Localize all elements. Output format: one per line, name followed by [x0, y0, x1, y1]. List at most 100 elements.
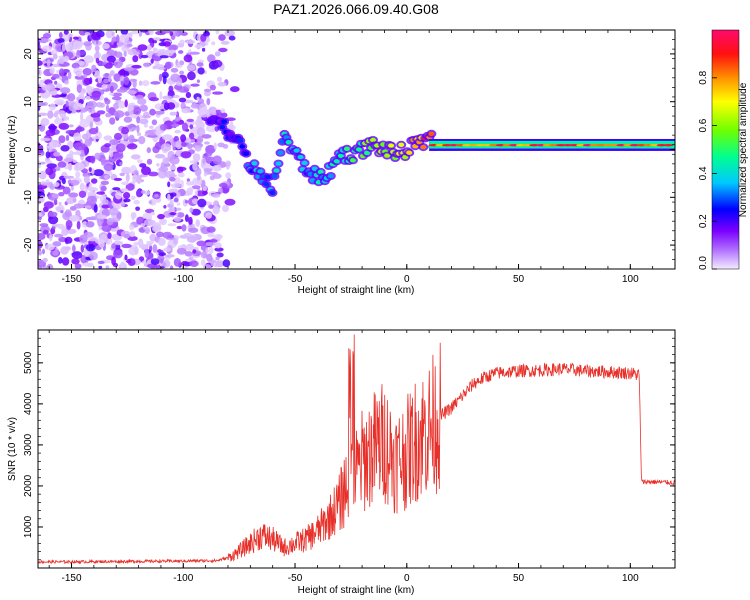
noise-speckle — [97, 220, 102, 226]
noise-speckle — [111, 44, 117, 48]
noise-speckle — [66, 197, 75, 205]
noise-speckle — [54, 233, 64, 238]
y-tick-label: -20 — [23, 237, 34, 252]
noise-speckle — [201, 134, 212, 139]
signal-core — [219, 125, 226, 130]
noise-speckle — [89, 216, 99, 221]
noise-speckle — [57, 161, 67, 168]
noise-speckle — [172, 145, 176, 151]
signal-core — [243, 151, 250, 156]
noise-speckle — [46, 163, 57, 169]
noise-speckle — [167, 193, 171, 202]
noise-speckle — [125, 173, 130, 182]
noise-speckle — [119, 161, 123, 166]
noise-speckle — [192, 249, 197, 254]
noise-speckle — [102, 199, 109, 205]
y-tick-label: 5000 — [23, 351, 34, 374]
noise-speckle — [80, 254, 88, 264]
noise-speckle — [45, 167, 54, 176]
x-tick-label: -100 — [173, 274, 193, 285]
noise-speckle — [111, 243, 117, 249]
noise-speckle — [79, 118, 90, 128]
noise-speckle — [187, 39, 196, 44]
noise-speckle — [48, 234, 53, 242]
noise-speckle — [56, 206, 62, 213]
signal-core — [420, 144, 427, 150]
noise-speckle — [123, 198, 131, 203]
noise-speckle — [109, 139, 119, 146]
x-tick-label: 50 — [513, 573, 525, 584]
noise-speckle — [168, 85, 174, 93]
noise-speckle — [131, 154, 141, 160]
noise-speckle — [191, 185, 201, 190]
noise-speckle — [204, 88, 211, 93]
noise-speckle — [88, 167, 93, 173]
noise-speckle — [148, 30, 154, 35]
noise-speckle — [54, 80, 58, 85]
noise-speckle — [201, 190, 208, 195]
noise-speckle — [190, 83, 200, 87]
noise-speckle — [218, 34, 226, 41]
noise-speckle — [126, 44, 133, 47]
noise-speckle — [170, 67, 179, 73]
noise-speckle — [196, 79, 200, 83]
y-tick-label: 3000 — [23, 433, 34, 456]
noise-speckle — [222, 259, 231, 268]
noise-speckle — [191, 208, 201, 216]
noise-speckle — [176, 247, 187, 255]
snr-x-ticks: -150 -100 -50 0 50 100 — [48, 330, 676, 584]
noise-speckle — [147, 134, 158, 138]
noise-speckle — [163, 41, 171, 47]
noise-speckle — [52, 249, 59, 256]
noise-speckle — [38, 170, 47, 180]
noise-speckle — [175, 116, 181, 122]
noise-speckle — [144, 190, 150, 196]
noise-speckle — [216, 252, 224, 258]
noise-speckle — [100, 180, 110, 185]
noise-speckle — [130, 212, 137, 219]
noise-speckle — [159, 55, 169, 59]
noise-speckle — [68, 124, 74, 128]
noise-speckle — [170, 123, 180, 127]
noise-speckle — [55, 166, 61, 171]
noise-speckle — [177, 172, 185, 178]
noise-speckle — [189, 124, 194, 129]
y-tick-label: 4000 — [23, 392, 34, 415]
noise-speckle — [132, 79, 137, 88]
noise-speckle — [79, 182, 85, 191]
noise-speckle — [150, 81, 161, 85]
noise-speckle — [181, 224, 187, 232]
noise-speckle — [136, 159, 143, 164]
noise-speckle — [78, 93, 85, 100]
noise-speckle — [54, 99, 65, 106]
noise-speckle — [38, 160, 42, 169]
noise-speckle — [104, 143, 112, 148]
noise-speckle — [73, 132, 82, 141]
noise-speckle — [121, 243, 132, 249]
noise-speckle — [95, 126, 99, 133]
noise-speckle — [73, 142, 85, 151]
noise-speckle — [184, 200, 189, 204]
noise-speckle — [130, 30, 140, 35]
noise-speckle — [183, 54, 193, 63]
noise-speckle — [73, 102, 84, 110]
noise-speckle — [179, 39, 185, 45]
noise-speckle — [83, 41, 92, 47]
noise-speckle — [43, 201, 54, 209]
noise-speckle — [142, 115, 152, 119]
noise-speckle — [64, 209, 72, 217]
y-tick-label: -10 — [23, 190, 34, 205]
noise-speckle — [108, 74, 112, 83]
noise-speckle — [178, 50, 184, 54]
noise-speckle — [38, 105, 41, 111]
noise-speckle — [201, 47, 206, 52]
noise-speckle — [118, 34, 130, 43]
noise-speckle — [186, 64, 196, 71]
noise-speckle — [95, 47, 100, 55]
noise-speckle — [38, 69, 41, 75]
noise-speckle — [178, 97, 187, 103]
noise-speckle — [162, 30, 171, 34]
noise-speckle — [119, 172, 125, 177]
noise-speckle — [204, 156, 215, 161]
